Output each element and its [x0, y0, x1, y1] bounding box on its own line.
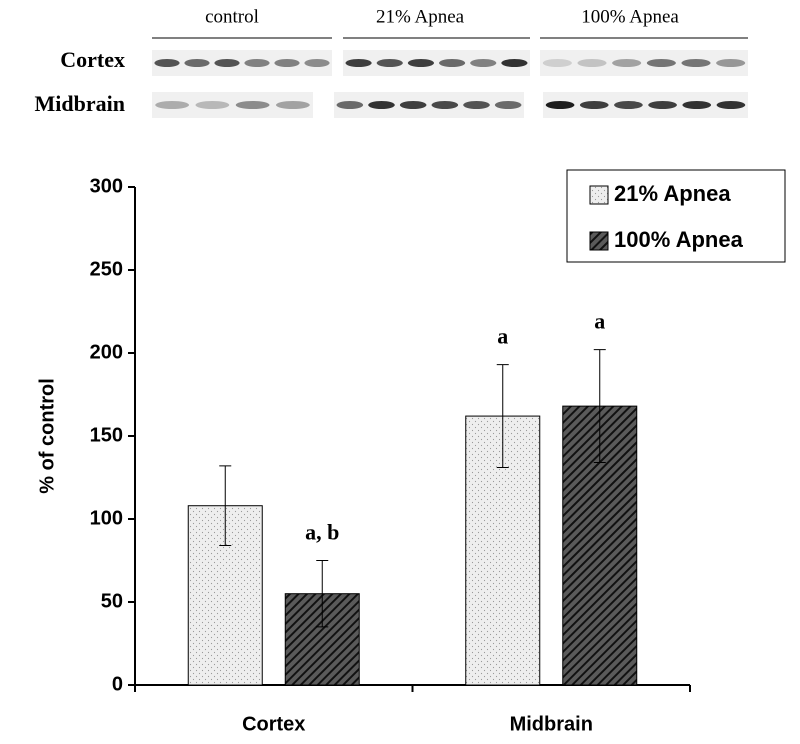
legend-swatch: [589, 231, 609, 251]
blot-band: [195, 101, 230, 109]
y-tick-label: 0: [112, 673, 123, 695]
blot-group-label: 21% Apnea: [376, 6, 465, 27]
blot-band: [612, 59, 642, 67]
blot-band: [244, 59, 270, 67]
blot-band: [154, 59, 180, 67]
blot-band: [275, 101, 310, 109]
annotation: a: [594, 309, 605, 334]
blot-band: [304, 59, 330, 67]
error-bar: [593, 349, 606, 464]
annotation: a, b: [305, 520, 339, 545]
legend-label: 21% Apnea: [614, 181, 731, 206]
blot-band: [431, 101, 459, 109]
legend-label: 100% Apnea: [614, 227, 744, 252]
blot-panel: [152, 50, 332, 76]
error-bar: [496, 364, 509, 469]
blot-band: [235, 101, 270, 109]
blot-panel: [334, 92, 524, 118]
blot-band: [368, 101, 395, 109]
blot-band: [648, 101, 677, 109]
blot-band: [682, 101, 712, 109]
legend-swatch: [589, 185, 609, 205]
blot-band: [463, 101, 490, 109]
blot-band: [494, 101, 522, 109]
blot-band: [716, 101, 746, 109]
blot-row-label: Midbrain: [35, 91, 125, 116]
blot-band: [470, 59, 497, 67]
blot-panel: [543, 92, 748, 118]
blot-panel: [540, 50, 748, 76]
y-axis-label: % of control: [36, 378, 58, 494]
annotation: a: [497, 324, 508, 349]
y-tick-label: 300: [90, 175, 123, 197]
blot-band: [681, 59, 711, 67]
x-tick-label: Midbrain: [510, 713, 593, 735]
blot-band: [399, 101, 427, 109]
blot-panel: [343, 50, 530, 76]
blot-band: [407, 59, 435, 67]
blot-group-label: 100% Apnea: [581, 6, 679, 27]
blot-band: [646, 59, 676, 67]
y-tick-label: 50: [101, 590, 123, 612]
blot-panel: [152, 92, 313, 118]
blot-band: [501, 59, 528, 67]
blot-band: [545, 101, 575, 109]
error-bar: [219, 465, 232, 547]
blot-group-label: control: [205, 6, 259, 27]
blot-band: [438, 59, 466, 67]
x-tick-label: Cortex: [242, 713, 305, 735]
blot-band: [274, 59, 300, 67]
blot-band: [577, 59, 607, 67]
error-bar: [316, 560, 329, 628]
y-tick-label: 200: [90, 341, 123, 363]
blot-band: [214, 59, 240, 67]
y-tick-label: 150: [90, 424, 123, 446]
blot-band: [579, 101, 609, 109]
blot-band: [614, 101, 643, 109]
blot-band: [155, 101, 190, 109]
blot-band: [376, 59, 403, 67]
blot-row-label: Cortex: [60, 47, 125, 72]
blot-band: [345, 59, 372, 67]
y-tick-label: 250: [90, 258, 123, 280]
blot-band: [336, 101, 364, 109]
y-tick-label: 100: [90, 507, 123, 529]
blot-band: [716, 59, 746, 67]
blot-band: [542, 59, 572, 67]
blot-band: [184, 59, 210, 67]
